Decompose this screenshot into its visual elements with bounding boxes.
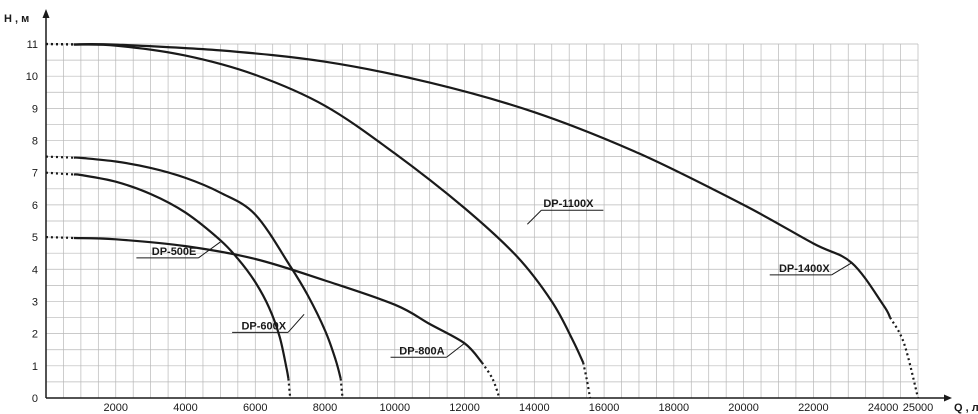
series-labels: DP-500E DP-600X DP-800A DP-1100X DP-1400X xyxy=(136,198,852,358)
series-label-dp-1100x: DP-1100X xyxy=(526,198,604,225)
grid xyxy=(45,43,919,399)
series-dp-800a xyxy=(45,236,501,399)
series-line-dotted-end xyxy=(889,316,920,399)
series-label-text: DP-1100X xyxy=(543,198,594,210)
series-label-dp-600x: DP-600X xyxy=(232,313,305,333)
series-label-text: DP-1400X xyxy=(779,263,830,275)
series-line-dotted-end xyxy=(287,378,292,399)
series-line-dotted-start xyxy=(45,236,74,240)
leader-line xyxy=(526,209,542,225)
series-label-dp-800a: DP-800A xyxy=(390,342,465,358)
series-line xyxy=(73,156,342,379)
series-line-dotted-start xyxy=(45,155,74,159)
y-tick-label: 10 xyxy=(26,71,38,83)
x-tick-label: 4000 xyxy=(173,402,197,414)
series-label-text: DP-500E xyxy=(152,246,197,258)
axes: Q , л/ч H , м xyxy=(4,9,978,414)
x-tick-label: 2000 xyxy=(104,402,128,414)
series-line xyxy=(73,43,585,364)
series-line-dotted-end xyxy=(582,362,592,399)
y-tick-label: 5 xyxy=(32,232,38,244)
y-tick-label: 9 xyxy=(32,103,38,115)
x-tick-label: 10000 xyxy=(380,402,411,414)
y-axis-arrow xyxy=(42,9,50,18)
series-label-dp-500e: DP-500E xyxy=(136,241,221,259)
series-label-dp-1400x: DP-1400X xyxy=(769,262,852,276)
series-line xyxy=(73,42,892,319)
x-tick-label: 12000 xyxy=(449,402,480,414)
series-line xyxy=(73,236,483,364)
y-tick-label: 3 xyxy=(32,296,38,308)
series-line xyxy=(73,173,290,379)
y-tick-label: 11 xyxy=(27,39,38,51)
x-axis-arrow xyxy=(944,394,952,402)
series-label-text: DP-800A xyxy=(399,345,444,357)
series-line-dotted-start xyxy=(45,171,74,176)
y-tick-label: 4 xyxy=(32,264,38,276)
y-axis-label: H , м xyxy=(4,13,29,25)
y-tick-label: 8 xyxy=(32,136,38,148)
y-tick-label: 2 xyxy=(32,329,38,341)
series-lines xyxy=(45,42,920,399)
x-tick-label: 25000 xyxy=(903,402,934,414)
series-dp-600x xyxy=(45,155,344,399)
series-line-dotted-end xyxy=(481,361,501,399)
x-tick-label: 18000 xyxy=(659,402,690,414)
leader-line xyxy=(831,262,852,276)
y-tick-label: 1 xyxy=(32,361,38,373)
series-label-text: DP-600X xyxy=(241,320,286,332)
x-tick-label: 14000 xyxy=(519,402,550,414)
leader-line xyxy=(446,342,465,358)
series-dp-500e xyxy=(45,171,292,399)
tick-labels: 2000 4000 6000 8000 10000 12000 14000 16000 1800… xyxy=(26,39,934,414)
x-tick-label: 8000 xyxy=(313,402,337,414)
leader-line xyxy=(198,241,221,259)
y-tick-label: 0 xyxy=(32,393,38,405)
leader-line xyxy=(287,313,305,333)
series-dp-1400x xyxy=(45,42,920,399)
series-line-dotted-end xyxy=(339,378,344,399)
x-tick-label: 22000 xyxy=(798,402,829,414)
x-tick-label: 20000 xyxy=(728,402,759,414)
x-tick-label: 16000 xyxy=(589,402,620,414)
y-tick-label: 7 xyxy=(32,168,38,180)
x-tick-label: 6000 xyxy=(243,402,267,414)
y-tick-label: 6 xyxy=(32,200,38,212)
x-tick-label: 24000 xyxy=(868,402,899,414)
x-axis-label: Q , л/ч xyxy=(954,402,978,414)
